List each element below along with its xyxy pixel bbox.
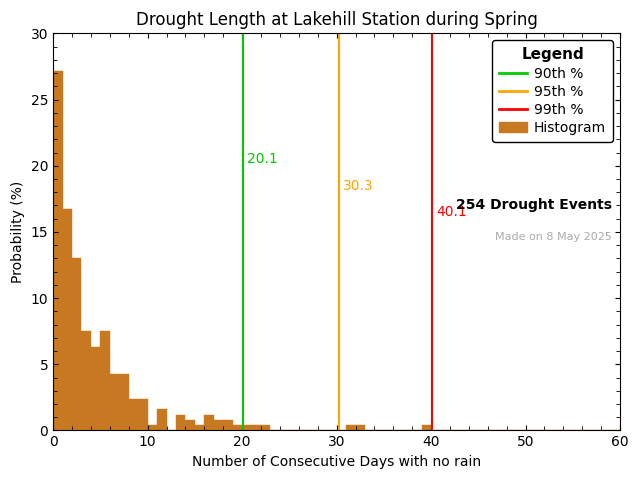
Bar xyxy=(63,209,72,431)
Text: 30.3: 30.3 xyxy=(343,179,374,192)
Text: 20.1: 20.1 xyxy=(247,152,278,166)
Bar xyxy=(242,425,252,431)
Bar xyxy=(223,420,233,431)
Text: 40.1: 40.1 xyxy=(436,205,467,219)
Bar xyxy=(252,425,261,431)
Text: Made on 8 May 2025: Made on 8 May 2025 xyxy=(495,232,612,242)
Text: 254 Drought Events: 254 Drought Events xyxy=(456,198,612,212)
Bar xyxy=(100,331,110,431)
Bar xyxy=(195,425,204,431)
Bar xyxy=(148,425,157,431)
Title: Drought Length at Lakehill Station during Spring: Drought Length at Lakehill Station durin… xyxy=(136,11,538,29)
Bar xyxy=(176,415,186,431)
Bar xyxy=(214,420,223,431)
Bar xyxy=(129,399,138,431)
Bar xyxy=(355,425,365,431)
X-axis label: Number of Consecutive Days with no rain: Number of Consecutive Days with no rain xyxy=(192,455,481,469)
Legend: 90th %, 95th %, 99th %, Histogram: 90th %, 95th %, 99th %, Histogram xyxy=(492,40,613,142)
Bar xyxy=(72,258,81,431)
Bar xyxy=(233,425,242,431)
Y-axis label: Probability (%): Probability (%) xyxy=(11,181,25,283)
Bar xyxy=(157,409,166,431)
Bar xyxy=(138,399,148,431)
Bar xyxy=(204,415,214,431)
Bar xyxy=(91,347,100,431)
Bar xyxy=(53,71,63,431)
Bar xyxy=(422,425,431,431)
Bar xyxy=(81,331,91,431)
Bar xyxy=(261,425,271,431)
Bar xyxy=(346,425,355,431)
Bar xyxy=(186,420,195,431)
Bar xyxy=(119,373,129,431)
Bar xyxy=(110,373,119,431)
